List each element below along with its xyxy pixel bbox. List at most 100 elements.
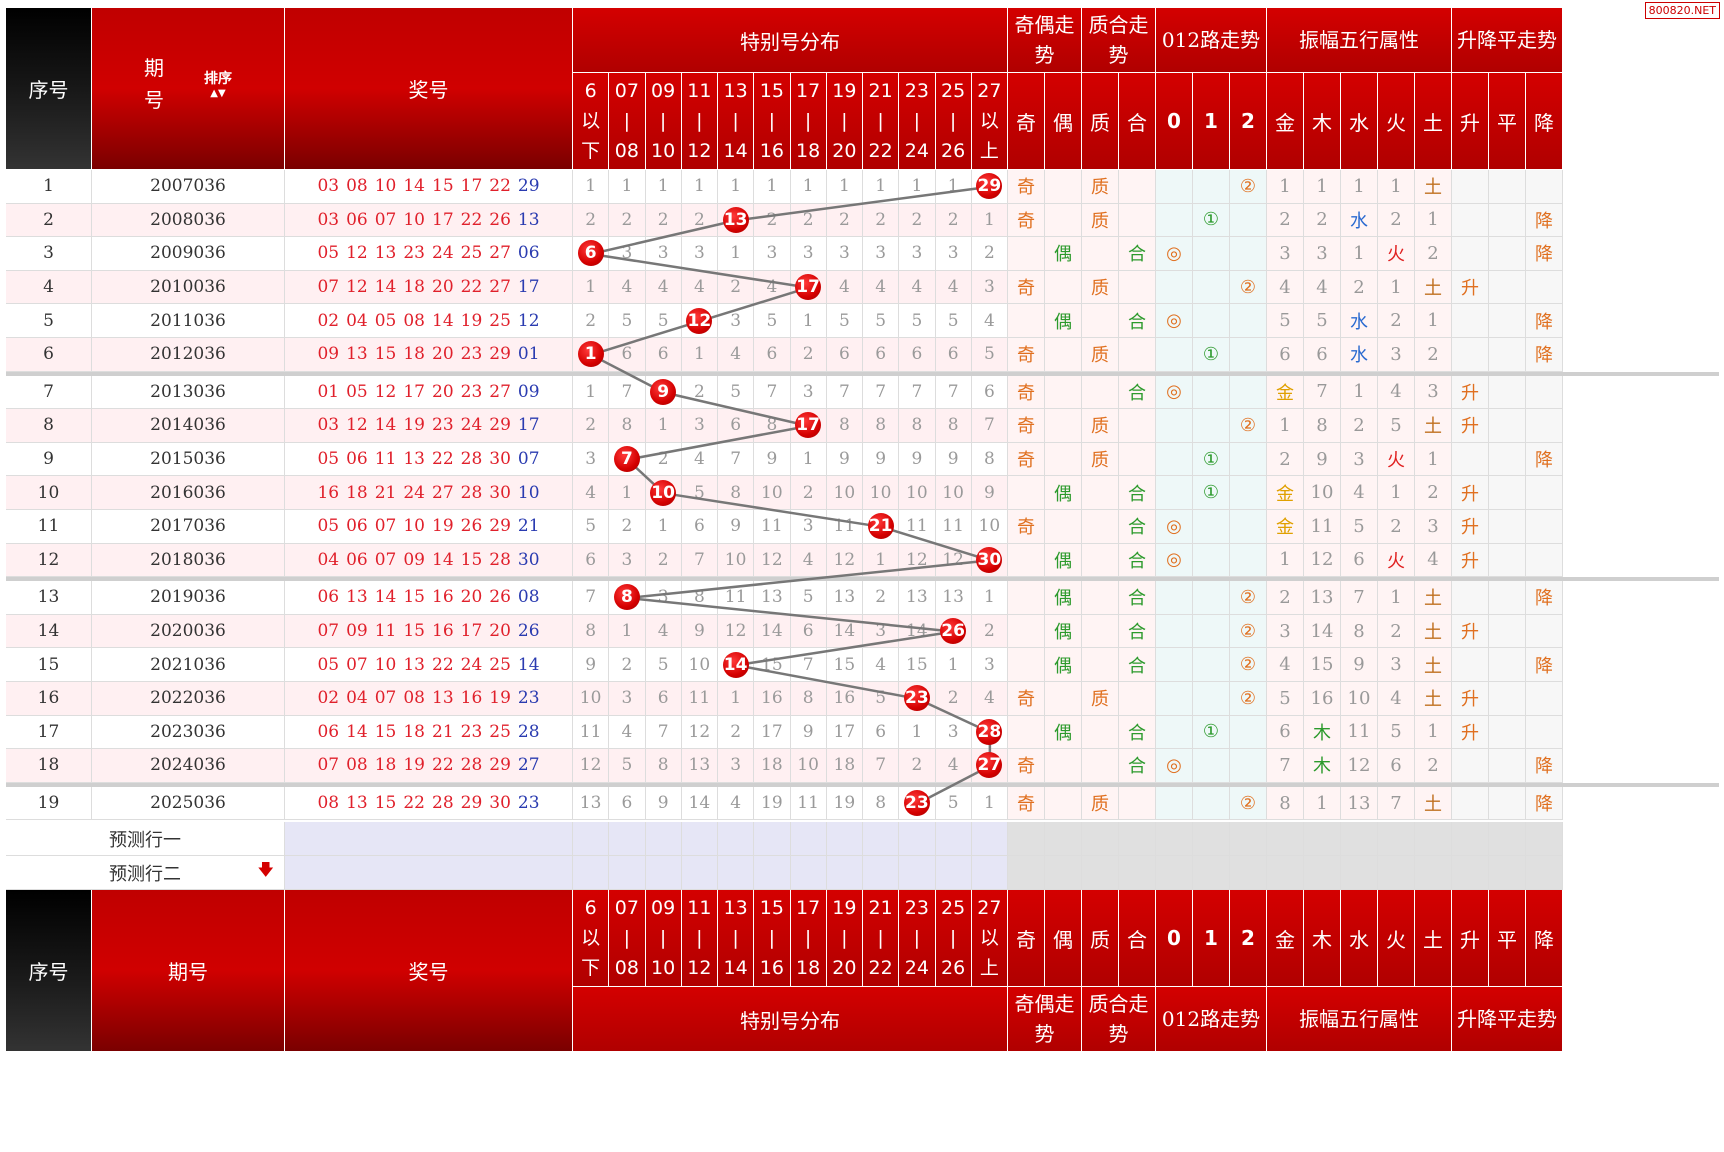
predict-range-cell[interactable] [899,856,936,891]
draw-number: 07 [346,654,368,675]
draw-number: 20 [432,344,454,365]
predict-row-label[interactable]: 预测行一 [6,822,285,857]
draw-number: 27 [489,381,511,402]
predict-range-cell[interactable] [971,856,1008,891]
predict-range-cell[interactable] [754,822,791,857]
predict-attr-cell[interactable] [1526,822,1563,857]
predict-attr-cell[interactable] [1193,856,1230,891]
predict-range-cell[interactable] [790,822,827,857]
predict-range-cell[interactable] [790,856,827,891]
attr-cell [1489,270,1526,305]
predict-attr-cell[interactable] [1415,822,1452,857]
predict-attr-cell[interactable] [1156,856,1193,891]
attr-cell: ② [1230,614,1267,649]
draw-number: 14 [374,415,397,436]
miss-cell: 8 [863,786,900,821]
attr-cell [1193,682,1230,716]
predict-attr-cell[interactable] [1045,822,1082,857]
predict-attr-cell[interactable] [1082,856,1119,891]
predict-attr-cell[interactable] [1378,856,1415,891]
predict-attr-cell[interactable] [1119,856,1156,891]
miss-cell: 8 [609,409,646,443]
predict-attr-cell[interactable] [1230,856,1267,891]
predict-attr-cell[interactable] [1526,856,1563,891]
row-period: 2013036 [92,375,285,410]
predict-attr-cell[interactable] [1304,822,1341,857]
miss-cell: 14 [899,614,936,649]
predict-attr-cell[interactable] [1267,856,1304,891]
miss-cell: 2 [609,510,646,544]
draw-number: 04 [346,688,368,709]
predict-range-cell[interactable] [899,822,936,857]
predict-attr-cell[interactable] [1452,822,1489,857]
miss-cell: 9 [899,442,936,477]
predict-attr-cell[interactable] [1378,822,1415,857]
predict-attr-cell[interactable] [1119,822,1156,857]
row-draw-numbers: 16 18 21 24 27 28 30 10 [285,476,573,510]
predict-attr-cell[interactable] [1452,856,1489,891]
predict-range-cell[interactable] [971,822,1008,857]
miss-cell: 5 [573,510,610,544]
predict-range-cell[interactable] [863,822,900,857]
predict-range-cell[interactable] [863,856,900,891]
draw-number: 22 [432,449,454,470]
miss-cell: 10 [826,476,863,510]
predict-attr-cell[interactable] [1267,822,1304,857]
sort-button[interactable]: 排序 ▲▼ [204,68,232,100]
range-col-7: 19 | 20 [826,73,863,170]
miss-cell: 4 [899,270,936,305]
attr-cell [1230,715,1267,750]
predict-range-cell[interactable] [609,822,646,857]
draw-number: 21 [374,482,397,503]
range-label: 23 [904,897,929,920]
predict-attr-cell[interactable] [1341,856,1378,891]
predict-attr-cell[interactable] [1341,822,1378,857]
predict-attr-cell[interactable] [1489,822,1526,857]
predict-input-area[interactable] [285,822,573,857]
predict-range-cell[interactable] [645,822,682,857]
miss-cell: 3 [826,237,863,271]
predict-attr-cell[interactable] [1008,856,1045,891]
predict-range-cell[interactable] [609,856,646,891]
sub-col-13: 平 [1489,890,1526,988]
miss-cell: 14 [718,648,755,682]
miss-cell: 17 [754,715,791,750]
miss-cell: 2 [573,409,610,443]
arrow-down-icon[interactable]: 🡇 [257,860,274,880]
predict-attr-cell[interactable] [1156,822,1193,857]
predict-range-cell[interactable] [935,856,972,891]
predict-attr-cell[interactable] [1008,822,1045,857]
predict-attr-cell[interactable] [1230,822,1267,857]
attr-cell [1119,786,1156,821]
predict-range-cell[interactable] [718,856,755,891]
predict-row-label[interactable]: 预测行二 🡇 [6,856,285,891]
predict-range-cell[interactable] [681,822,718,857]
predict-attr-cell[interactable] [1415,856,1452,891]
predict-attr-cell[interactable] [1193,822,1230,857]
predict-range-cell[interactable] [573,856,610,891]
attr-cell [1193,237,1230,271]
predict-range-cell[interactable] [573,822,610,857]
predict-attr-cell[interactable] [1489,856,1526,891]
predict-attr-cell[interactable] [1045,856,1082,891]
predict-range-cell[interactable] [935,822,972,857]
predict-range-cell[interactable] [754,856,791,891]
predict-attr-cell[interactable] [1304,856,1341,891]
miss-cell: 13 [899,581,936,615]
predict-range-cell[interactable] [826,822,863,857]
attr-cell [1193,614,1230,649]
predict-attr-cell[interactable] [1082,822,1119,857]
miss-cell: 5 [899,304,936,338]
predict-range-cell[interactable] [826,856,863,891]
attr-cell [1489,442,1526,477]
range-label: 08 [614,140,639,162]
header-period[interactable]: 期号 排序 ▲▼ [92,8,285,170]
predict-input-area[interactable] [285,856,573,891]
predict-range-cell[interactable] [718,822,755,857]
predict-range-cell[interactable] [681,856,718,891]
miss-cell: 5 [935,304,972,338]
attr-cell [1193,510,1230,544]
special-number: 21 [517,516,540,537]
predict-range-cell[interactable] [645,856,682,891]
attr-cell [1008,543,1045,578]
